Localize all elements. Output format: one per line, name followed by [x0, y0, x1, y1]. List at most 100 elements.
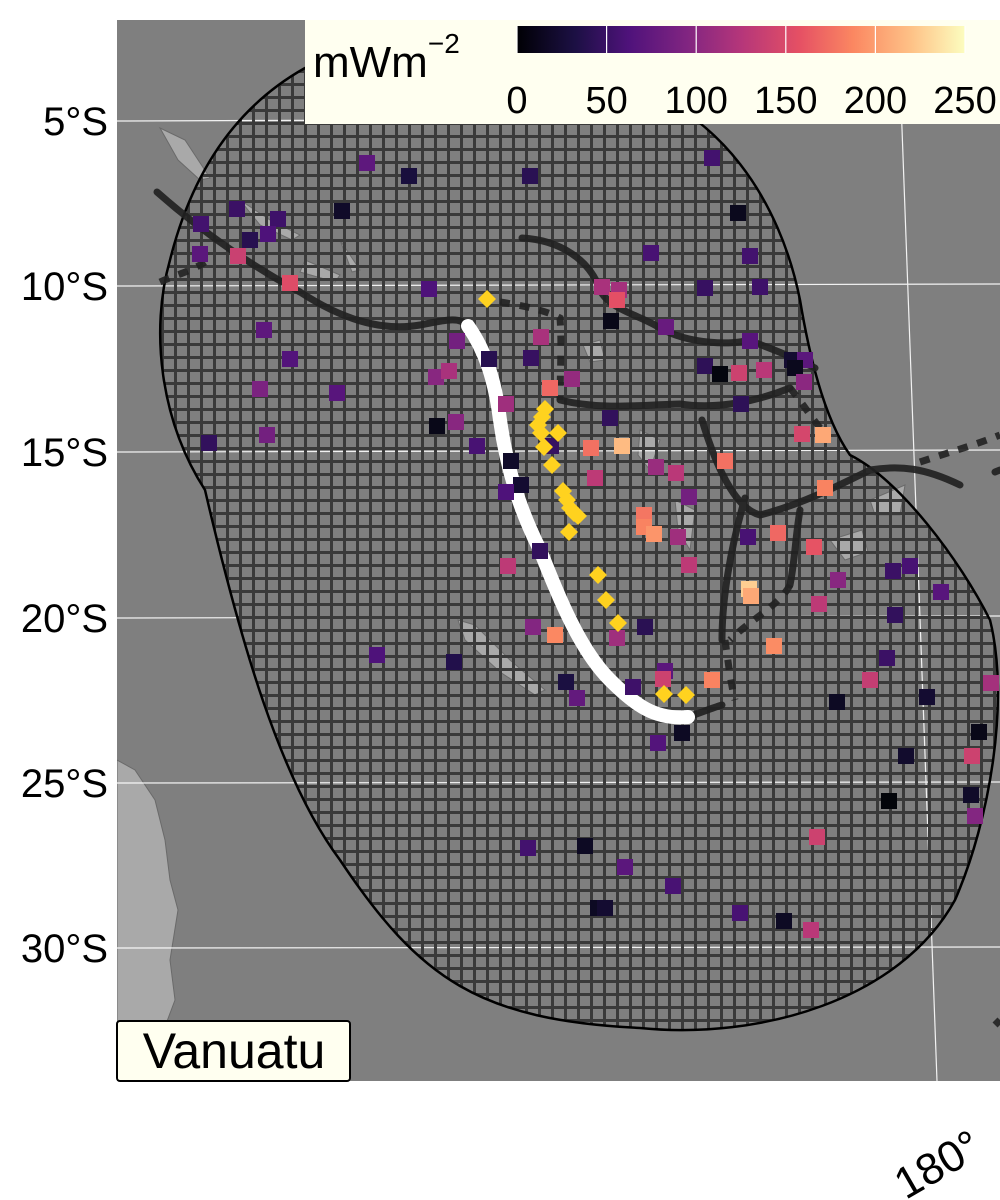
- volcano-marker: [560, 523, 578, 541]
- colorbar-tick-label: 200: [844, 80, 907, 122]
- heat-flow-marker: [817, 480, 833, 496]
- heat-flow-marker: [964, 748, 980, 764]
- heat-flow-marker: [803, 922, 819, 938]
- colorbar-ticks: 0 50 100 150 200 250: [506, 26, 997, 122]
- heat-flow-marker: [359, 155, 375, 171]
- colorbar-tick-label: 250: [933, 80, 996, 122]
- heat-flow-marker: [967, 808, 983, 824]
- heat-flow-marker: [806, 539, 822, 555]
- lat-label-5s: 5°S: [43, 100, 108, 144]
- volcano-marker: [549, 424, 567, 442]
- volcano-marker: [535, 438, 553, 456]
- heat-flow-marker: [282, 275, 298, 291]
- study-region: [158, 52, 1000, 1032]
- heat-flow-marker: [259, 427, 275, 443]
- heat-flow-marker: [500, 558, 516, 574]
- colorbar-title-unit: mWm: [313, 38, 428, 87]
- heat-flow-marker: [655, 671, 671, 687]
- colorbar-tick-label: 0: [506, 80, 527, 122]
- heat-flow-marker: [260, 226, 276, 242]
- heat-flow-marker: [525, 619, 541, 635]
- heat-flow-marker: [879, 650, 895, 666]
- heat-flow-marker: [193, 216, 209, 232]
- heat-flow-marker: [732, 905, 748, 921]
- heat-flow-marker: [401, 168, 417, 184]
- heat-flow-marker: [794, 426, 810, 442]
- heat-flow-marker: [230, 248, 246, 264]
- heat-flow-marker: [733, 396, 749, 412]
- heat-flow-marker: [881, 793, 897, 809]
- volcano-marker: [655, 685, 673, 703]
- heat-flow-marker: [577, 838, 593, 854]
- heat-flow-marker: [522, 168, 538, 184]
- heat-flow-marker: [731, 365, 747, 381]
- heat-flow-marker: [609, 292, 625, 308]
- heat-flow-marker: [448, 414, 464, 430]
- colorbar-title-exponent: −2: [428, 28, 460, 59]
- heat-flow-marker: [712, 366, 728, 382]
- colorbar-gradient: [517, 26, 965, 53]
- volcano-marker: [569, 507, 587, 525]
- heat-flow-marker: [898, 748, 914, 764]
- heat-flow-marker: [523, 350, 539, 366]
- volcano-marker: [589, 566, 607, 584]
- heat-flow-marker: [766, 638, 782, 654]
- volcano-marker: [597, 591, 615, 609]
- heat-flow-marker: [625, 679, 641, 695]
- heat-flow-marker: [597, 900, 613, 916]
- heat-flow-marker: [329, 385, 345, 401]
- heat-flow-marker: [742, 333, 758, 349]
- lat-label-20s: 20°S: [21, 597, 108, 641]
- heat-flow-marker: [256, 322, 272, 338]
- heat-flow-marker: [658, 319, 674, 335]
- heat-flow-marker: [498, 396, 514, 412]
- heat-flow-marker: [446, 654, 462, 670]
- heat-flow-marker: [756, 362, 772, 378]
- heat-flow-marker: [449, 333, 465, 349]
- heat-flow-marker: [983, 675, 999, 691]
- heat-flow-marker: [498, 484, 514, 500]
- heat-flow-marker: [503, 453, 519, 469]
- heat-flow-marker: [697, 280, 713, 296]
- heat-flow-marker: [481, 351, 497, 367]
- heat-flow-marker: [441, 363, 457, 379]
- heat-flow-marker: [282, 351, 298, 367]
- heat-flow-marker: [643, 245, 659, 261]
- heat-flow-marker: [933, 584, 949, 600]
- heat-flow-marker: [752, 279, 768, 295]
- heat-flow-marker: [242, 232, 258, 248]
- heat-flow-marker: [428, 369, 444, 385]
- heat-flow-marker: [587, 470, 603, 486]
- heat-flow-points: [192, 150, 999, 938]
- colorbar-title: mWm−2: [313, 28, 460, 87]
- heat-flow-marker: [776, 913, 792, 929]
- volcano-marker: [543, 456, 561, 474]
- plate-boundaries-dashed: [158, 259, 1000, 1028]
- lat-label-10s: 10°S: [21, 265, 108, 309]
- heat-flow-marker: [829, 694, 845, 710]
- heat-flow-marker: [674, 725, 690, 741]
- heat-flow-marker: [717, 453, 733, 469]
- heat-flow-marker: [429, 418, 445, 434]
- region-label-box: [116, 1020, 351, 1082]
- lat-label-30s: 30°S: [21, 927, 108, 971]
- lat-label-25s: 25°S: [21, 762, 108, 806]
- heat-flow-marker: [603, 313, 619, 329]
- heat-flow-marker: [650, 735, 666, 751]
- heat-flow-marker: [469, 438, 485, 454]
- colorbar-tick-label: 100: [664, 80, 727, 122]
- australia-landmass: [117, 759, 179, 1081]
- heat-flow-marker: [594, 279, 610, 295]
- colorbar-tick-label: 50: [585, 80, 627, 122]
- heat-flow-marker: [670, 529, 686, 545]
- heat-flow-marker: [547, 627, 563, 643]
- heat-flow-marker: [533, 329, 549, 345]
- heat-flow-marker: [648, 459, 664, 475]
- heat-flow-marker: [201, 435, 217, 451]
- heat-flow-marker: [270, 211, 286, 227]
- heat-flow-marker: [740, 529, 756, 545]
- heat-flow-marker: [885, 563, 901, 579]
- heat-flow-marker: [902, 558, 918, 574]
- heat-flow-marker: [809, 829, 825, 845]
